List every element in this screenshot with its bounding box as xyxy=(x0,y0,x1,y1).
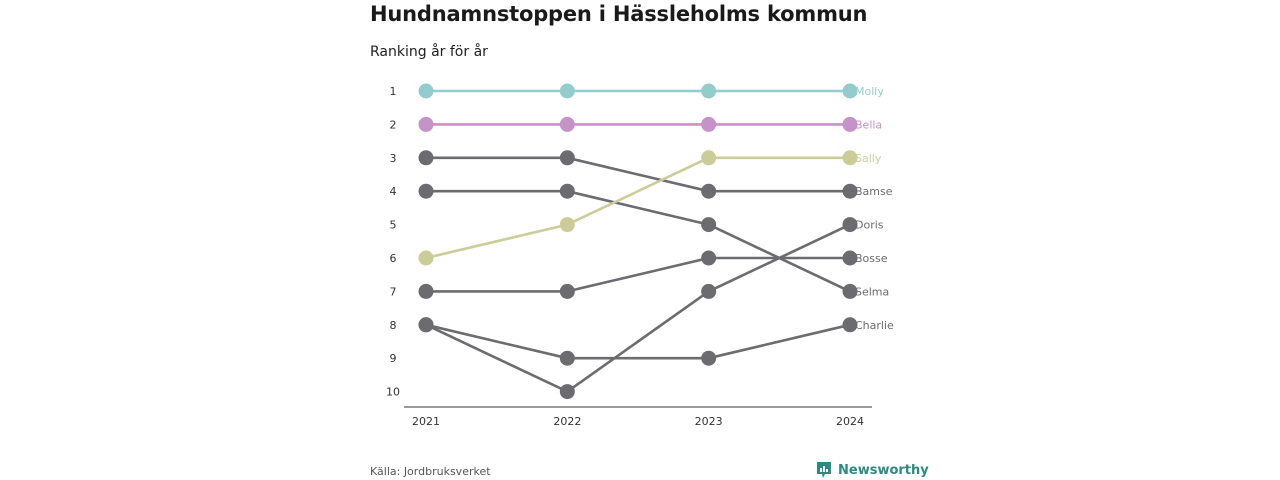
data-point xyxy=(701,150,717,166)
y-tick-label: 8 xyxy=(390,319,397,332)
x-tick-label: 2022 xyxy=(553,415,581,428)
series-end-label: Sally xyxy=(855,152,882,165)
data-point xyxy=(701,350,717,366)
y-tick-label: 1 xyxy=(390,85,397,98)
data-point xyxy=(559,116,575,132)
source-note: Källa: Jordbruksverket xyxy=(370,465,491,478)
series-end-label: Selma xyxy=(855,285,889,298)
data-point xyxy=(842,217,858,233)
chart-title: Hundnamnstoppen i Hässleholms kommun xyxy=(370,2,868,26)
series-end-label: Bosse xyxy=(855,252,888,265)
data-point xyxy=(701,83,717,99)
series-line xyxy=(425,323,851,360)
series-end-label: Doris xyxy=(855,219,884,232)
brand-name: Newsworthy xyxy=(838,462,929,478)
y-tick-label: 3 xyxy=(390,152,397,165)
series-line xyxy=(426,189,851,293)
series-line xyxy=(426,156,850,193)
data-point xyxy=(842,83,858,99)
data-point xyxy=(559,283,575,299)
series-end-label: Molly xyxy=(855,85,884,98)
data-point xyxy=(842,283,858,299)
data-point xyxy=(701,183,717,199)
series-line xyxy=(426,256,850,293)
data-point xyxy=(842,183,858,199)
y-tick-label: 4 xyxy=(390,185,397,198)
series-end-label: Charlie xyxy=(855,319,894,332)
chart-subtitle: Ranking år för år xyxy=(370,44,488,60)
y-tick-label: 5 xyxy=(390,219,397,232)
data-point xyxy=(559,350,575,366)
y-tick-label: 6 xyxy=(390,252,397,265)
data-point xyxy=(701,283,717,299)
data-point xyxy=(842,250,858,266)
data-point xyxy=(559,217,575,233)
data-point xyxy=(418,317,434,333)
data-point xyxy=(701,116,717,132)
data-point xyxy=(559,183,575,199)
series-end-label: Bamse xyxy=(855,185,893,198)
data-point xyxy=(418,150,434,166)
data-point xyxy=(418,283,434,299)
data-point xyxy=(842,317,858,333)
newsworthy-logo-icon xyxy=(817,462,831,478)
data-point xyxy=(842,150,858,166)
data-point xyxy=(559,83,575,99)
y-tick-label: 7 xyxy=(390,285,397,298)
data-point xyxy=(701,217,717,233)
y-tick-label: 9 xyxy=(390,352,397,365)
data-point xyxy=(418,250,434,266)
y-tick-label: 10 xyxy=(386,386,400,399)
series-line xyxy=(425,156,850,260)
y-tick-label: 2 xyxy=(390,118,397,131)
data-point xyxy=(418,116,434,132)
data-point xyxy=(842,116,858,132)
data-point xyxy=(418,83,434,99)
series-line xyxy=(425,223,851,393)
data-point xyxy=(559,384,575,400)
data-point xyxy=(701,250,717,266)
data-point xyxy=(559,150,575,166)
series-end-label: Bella xyxy=(855,118,882,131)
x-tick-label: 2024 xyxy=(836,415,864,428)
x-tick-label: 2021 xyxy=(412,415,440,428)
newsworthy-brand[interactable]: Newsworthy xyxy=(816,461,929,479)
x-tick-label: 2023 xyxy=(695,415,723,428)
data-point xyxy=(418,183,434,199)
